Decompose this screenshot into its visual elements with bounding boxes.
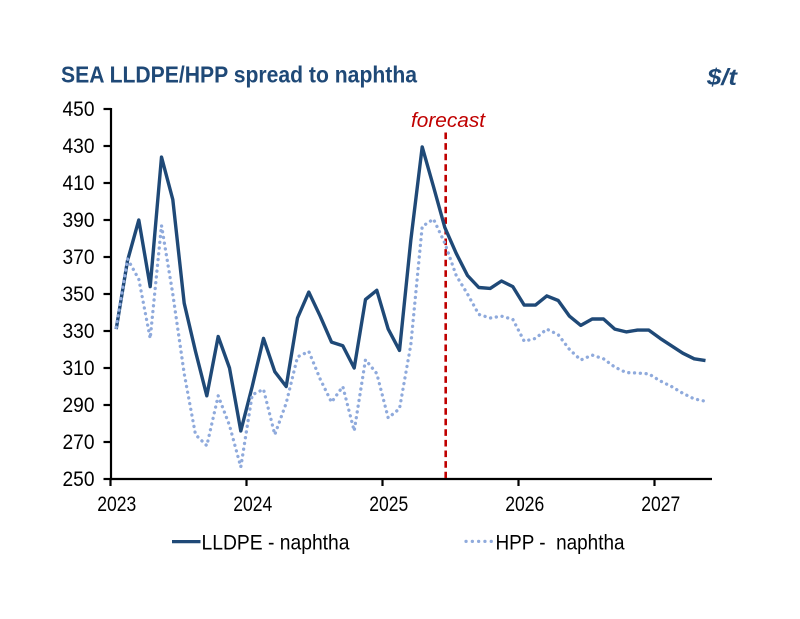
svg-text:270: 270 (63, 431, 95, 454)
svg-text:370: 370 (63, 246, 95, 269)
svg-text:390: 390 (63, 209, 95, 232)
svg-text:LLDPE - naphtha: LLDPE - naphtha (202, 532, 350, 555)
svg-text:2025: 2025 (369, 493, 408, 516)
svg-text:2024: 2024 (233, 493, 272, 516)
svg-text:SEA LLDPE/HPP spread to naphth: SEA LLDPE/HPP spread to naphtha (61, 62, 417, 88)
svg-text:$/t: $/t (706, 64, 739, 90)
svg-text:HPP - naphtha: HPP - naphtha (496, 532, 625, 555)
svg-text:forecast: forecast (411, 109, 486, 132)
svg-text:290: 290 (63, 394, 95, 417)
svg-text:450: 450 (63, 98, 95, 121)
svg-text:330: 330 (63, 320, 95, 343)
svg-text:350: 350 (63, 283, 95, 306)
svg-text:2027: 2027 (641, 493, 680, 516)
svg-text:2023: 2023 (97, 493, 136, 516)
svg-text:250: 250 (63, 468, 95, 491)
svg-text:310: 310 (63, 357, 95, 380)
svg-text:430: 430 (63, 135, 95, 158)
svg-text:2026: 2026 (505, 493, 544, 516)
svg-text:410: 410 (63, 172, 95, 195)
